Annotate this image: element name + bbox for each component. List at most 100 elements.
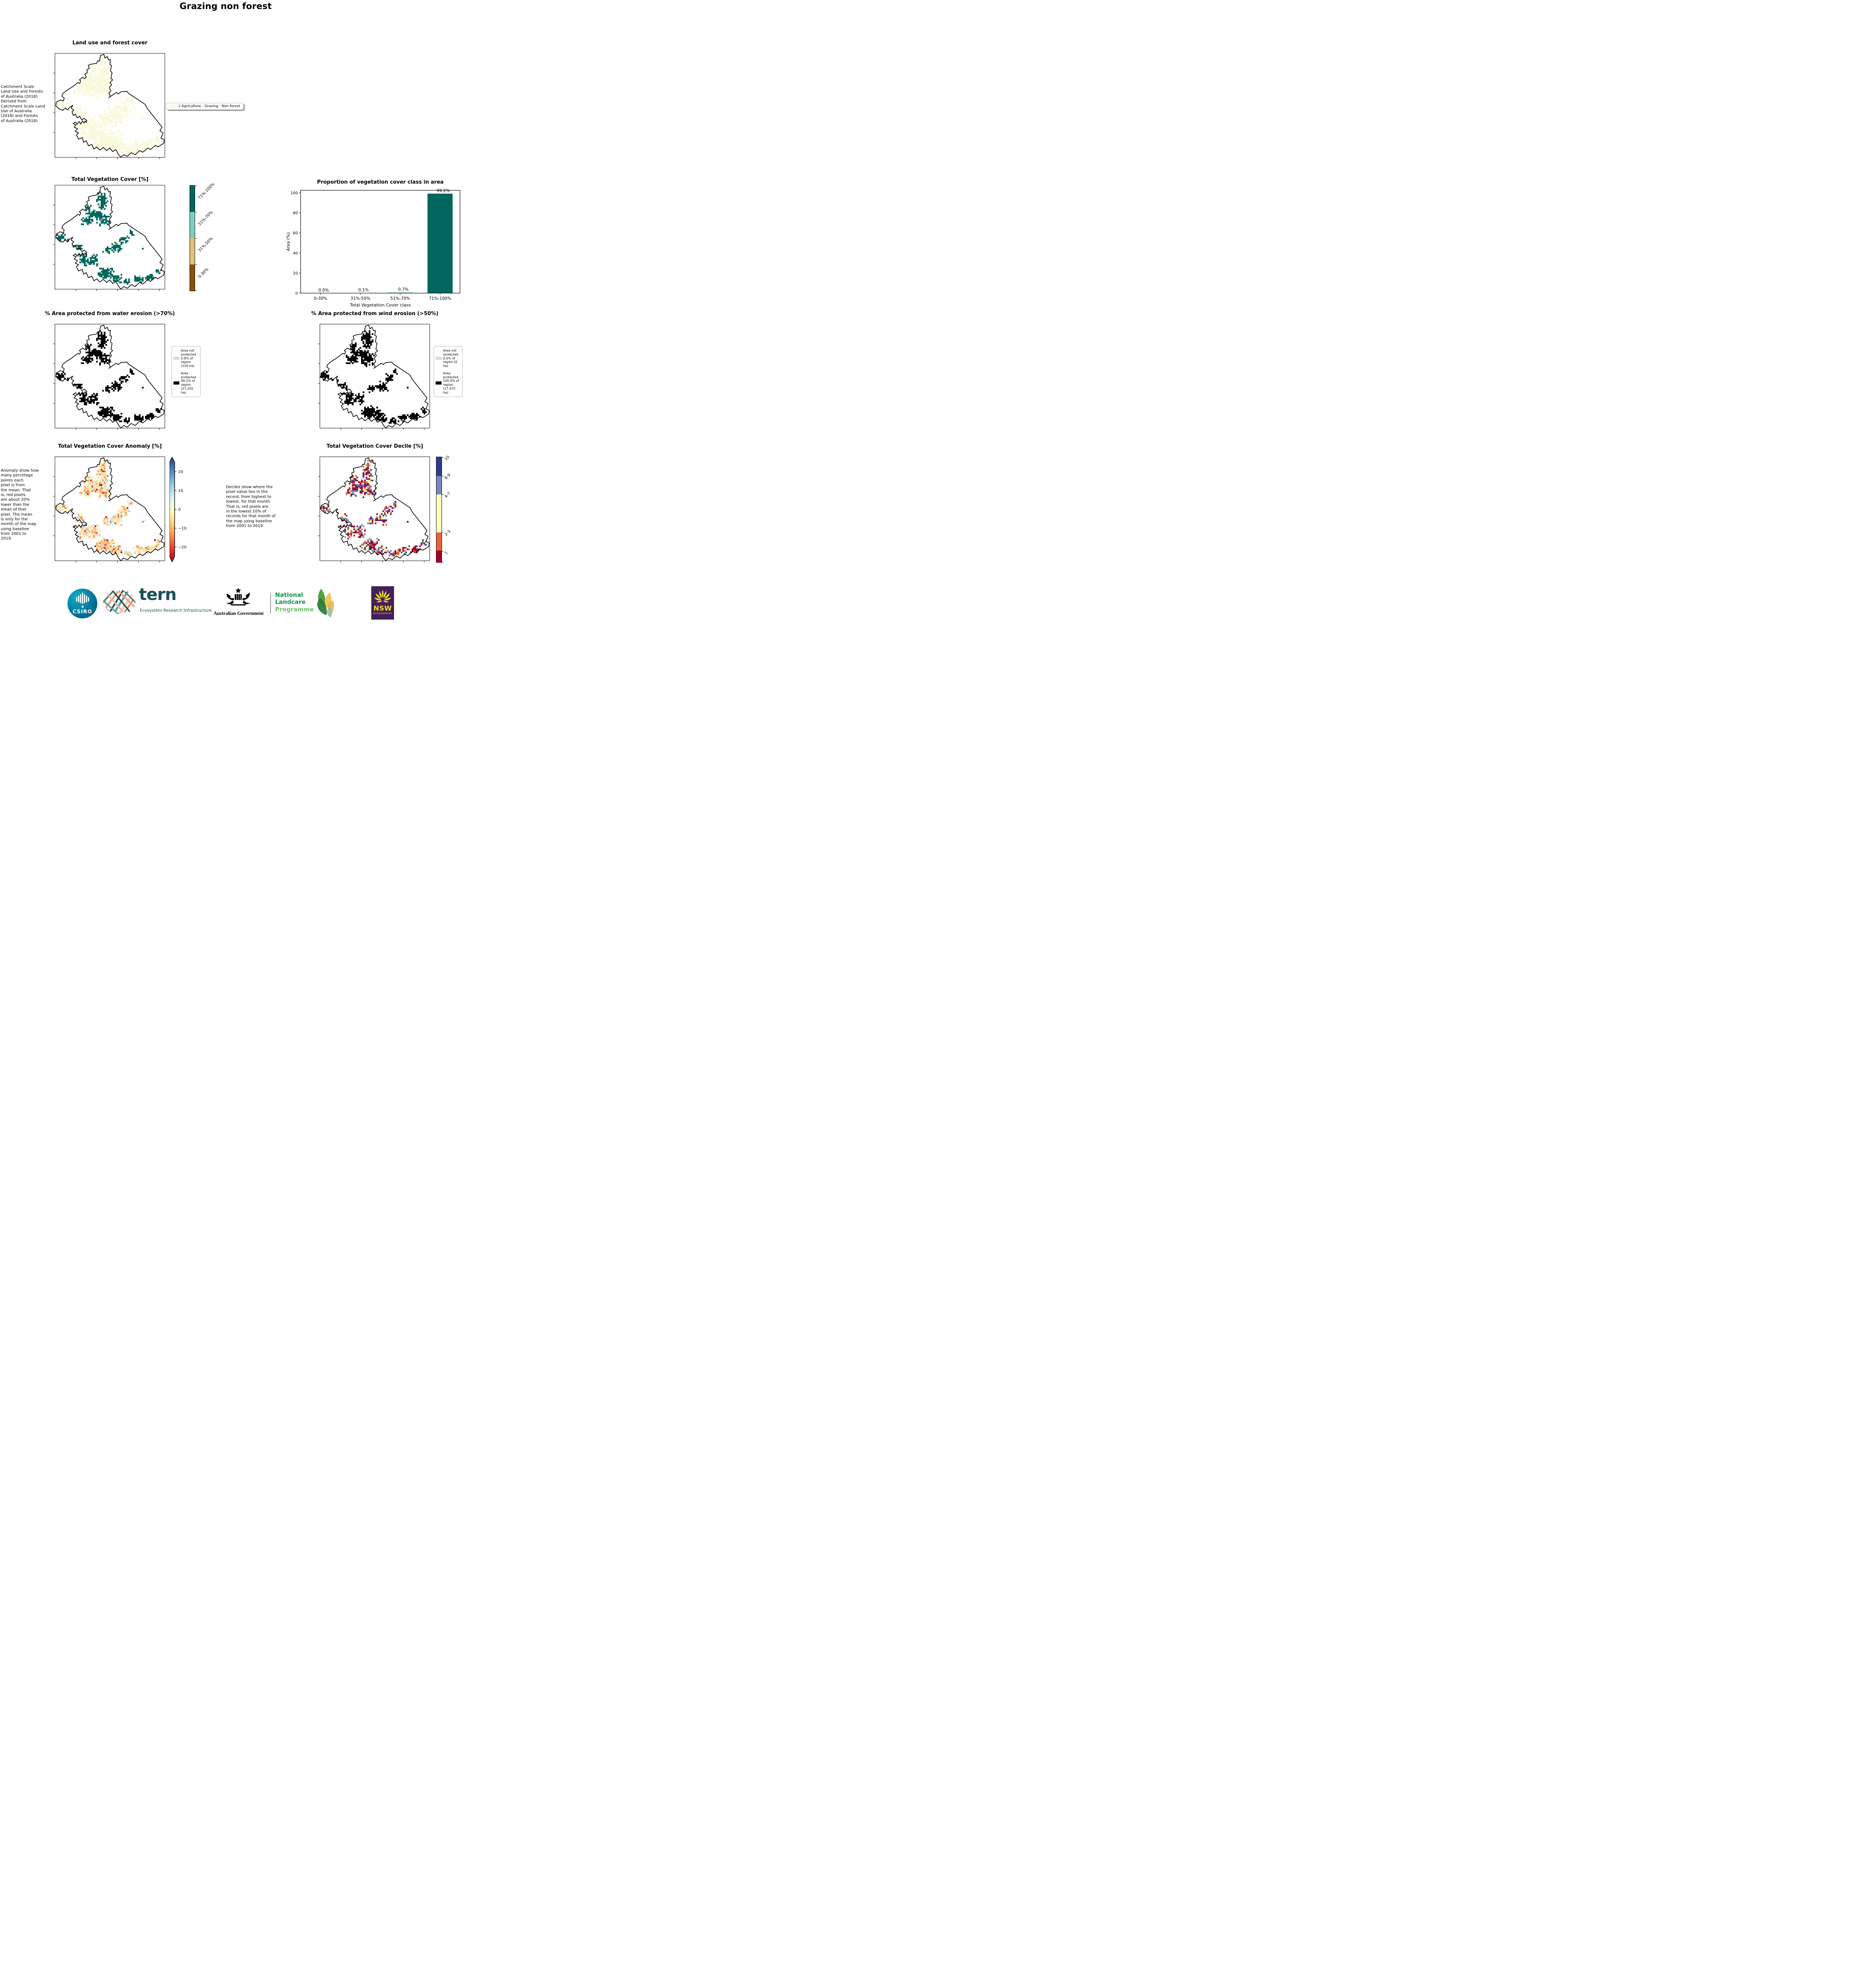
wind-erosion-legend: Area not protected 0.0% of region (0 ha)… [434, 346, 463, 398]
csiro-logo: CSIRO [68, 589, 97, 618]
map-decile [317, 456, 433, 566]
landcare-line2: Landcare [275, 598, 306, 606]
legend-item: Area protected 100.0% of region (27,475 … [436, 372, 461, 395]
csiro-label: CSIRO [72, 609, 93, 615]
map-water-erosion [52, 323, 168, 433]
chart-ytick-label: 100 [290, 191, 298, 195]
water-erosion-legend: Area not protected 0.8% of region (220 h… [172, 346, 201, 398]
chart-ytick-label: 20 [293, 271, 298, 275]
tern-wordmark: tern [139, 585, 177, 604]
decile-title: Total Vegetation Cover Decile [%] [327, 443, 423, 449]
chart-ytick-label: 60 [293, 231, 298, 235]
legend-item: Area protected 99.2% of region (27,255 h… [173, 372, 199, 395]
map-vegcover [52, 184, 168, 294]
legend-label: Area not protected 0.8% of region (220 h… [181, 349, 196, 368]
page-title: Grazing non forest [179, 2, 272, 11]
australian-government-crest-icon [226, 588, 250, 605]
map-anom-svg [53, 456, 165, 563]
legend-label: Area protected 100.0% of region (27,475 … [443, 371, 459, 394]
landcare-line1: National [275, 591, 303, 598]
report-page: Grazing non forest Land use and forest c… [0, 0, 469, 620]
legend-swatch [173, 357, 179, 360]
legend-item: Area not protected 0.0% of region (0 ha) [436, 349, 461, 368]
map-wind-svg [318, 324, 430, 430]
anomaly-title: Total Vegetation Cover Anomaly [%] [58, 443, 162, 449]
legend-label: Area not protected 0.0% of region (0 ha) [443, 349, 458, 368]
nsw-government-logo: NSW GOVERNMENT [371, 586, 394, 620]
anomaly-colorbar: 20 10 0 −10 −20 [169, 457, 195, 564]
vegcover-colorbar: 71%-100% 51%-70% 31%-50% 0-30% [190, 182, 215, 291]
colorbar-label: 4-7 [444, 491, 452, 499]
colorbar-label: 31%-50% [197, 236, 214, 253]
chart-bar-label: 0.7% [398, 287, 409, 292]
chart-ytick-label: 0 [296, 292, 298, 296]
landuse-legend-label: 1 Agriculture - Grazing - Non forest [178, 104, 240, 108]
map-anomaly [52, 456, 168, 566]
colorbar-segment [190, 212, 195, 238]
tern-australia-icon [103, 589, 136, 614]
colorbar-segment [190, 264, 195, 291]
colorbar-label: 71%-100% [197, 182, 216, 200]
map-water-svg [53, 324, 165, 430]
footer-divider [270, 593, 271, 614]
nsw-label: NSW [373, 605, 392, 613]
chart-ytick-label: 80 [293, 211, 298, 215]
colorbar-segment [436, 532, 442, 551]
colorbar-label: 10 [444, 455, 451, 462]
anomaly-side-text: Anomaly show how many percetage points e… [1, 469, 39, 541]
colorbar-label: 2-3 [444, 529, 452, 537]
chart-xtick-label: 51%-70% [391, 296, 410, 301]
colorbar-segment [436, 457, 442, 476]
anomaly-colorbar-tick-label: 10 [178, 489, 183, 493]
colorbar-segment [190, 186, 195, 212]
landcare-wordmark: National Landcare Programme [275, 591, 314, 613]
landuse-legend: 1 Agriculture - Grazing - Non forest [166, 103, 244, 110]
map-wind-erosion [317, 323, 433, 433]
chart-ytick-label: 40 [293, 251, 298, 255]
chart-ylabel: Area (%) [286, 232, 291, 251]
landcare-leaves-icon [317, 589, 334, 618]
chart-bar-label: 99.2% [437, 188, 450, 193]
colorbar-label: 8-9 [444, 473, 452, 481]
chart-title: Proportion of vegetation cover class in … [317, 179, 444, 185]
water-title: % Area protected from water erosion (>70… [45, 311, 175, 317]
tern-tagline: Ecosystem Research Infrastructure [140, 608, 212, 613]
chart-xtick-label: 71%-100% [429, 296, 451, 301]
legend-swatch [436, 381, 442, 385]
legend-item: Area not protected 0.8% of region (220 h… [173, 349, 199, 368]
landuse-legend-swatch [169, 104, 176, 108]
map-dec-svg [318, 456, 430, 563]
anomaly-colorbar-tick-label: 20 [178, 470, 183, 474]
anomaly-colorbar-tick-label: −10 [178, 527, 186, 531]
colorbar-label: 0-30% [197, 267, 210, 279]
map-landuse [52, 53, 168, 162]
colorbar-segment [436, 551, 442, 563]
chart-xlabel: Total Vegetation Cover class [349, 303, 411, 308]
legend-label: Area protected 99.2% of region (27,255 h… [181, 371, 196, 394]
decile-side-text: Deciles show where the pixel value lies … [226, 485, 276, 529]
legend-swatch [173, 381, 179, 385]
colorbar-label: 1 [444, 550, 449, 555]
colorbar-label: 51%-70% [197, 210, 214, 226]
colorbar-segment [436, 494, 442, 532]
anomaly-colorbar-svg: 20 10 0 −10 −20 [169, 457, 186, 562]
nsw-government-label: GOVERNMENT [372, 613, 393, 615]
chart-bar-label: 0.0% [318, 288, 329, 293]
nsw-waratah-icon [374, 590, 391, 602]
chart-xtick-label: 0-30% [314, 296, 327, 301]
vegcover-title: Total Vegetation Cover [%] [71, 177, 149, 182]
landuse-title: Land use and forest cover [72, 40, 148, 46]
decile-colorbar: 10 8-9 4-7 2-3 1 [436, 455, 451, 563]
landcare-line3: Programme [275, 605, 314, 613]
chart-bar-label: 0.1% [358, 288, 369, 293]
colorbar-segment [190, 238, 195, 264]
chart-xtick-label: 31%-50% [350, 296, 370, 301]
anomaly-colorbar-tick-label: 0 [178, 508, 181, 512]
anomaly-colorbar-tick-label: −20 [178, 545, 186, 550]
australian-government-label: Australian Government [214, 611, 264, 616]
map-landuse-svg [53, 53, 165, 159]
proportion-bar-chart: Proportion of vegetation cover class in … [286, 179, 460, 308]
csiro-waveform-icon [76, 593, 89, 608]
landuse-side-text: Catchment Scale Land Use and Forests of … [1, 85, 45, 123]
legend-swatch [436, 357, 442, 360]
